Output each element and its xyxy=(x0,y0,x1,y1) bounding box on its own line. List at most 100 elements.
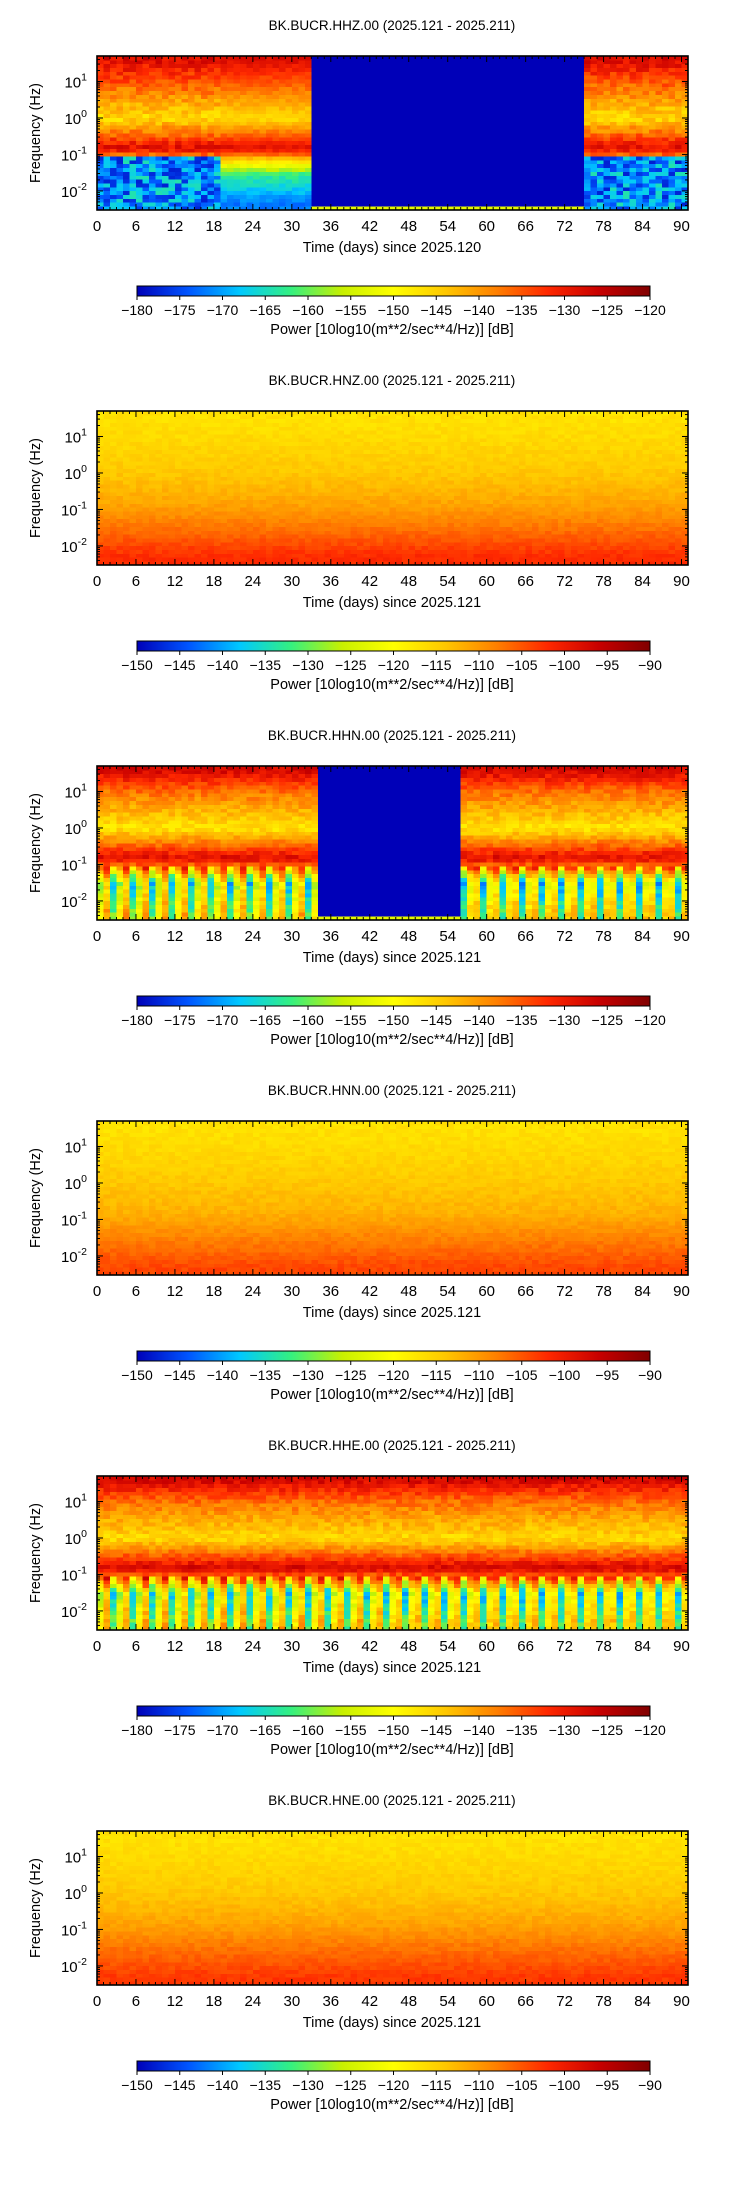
heatmap-cell xyxy=(343,136,351,142)
heatmap-cell xyxy=(181,63,189,68)
heatmap-cell xyxy=(441,67,449,72)
heatmap-cell xyxy=(135,545,143,550)
heatmap-cell xyxy=(395,190,403,195)
heatmap-cell xyxy=(441,144,449,149)
heatmap-cell xyxy=(122,59,130,65)
heatmap-cell xyxy=(558,152,565,157)
heatmap-cell xyxy=(532,75,540,80)
heatmap-cell xyxy=(649,156,656,161)
heatmap-cell xyxy=(551,171,559,176)
heatmap-cell xyxy=(610,82,617,88)
heatmap-cell xyxy=(629,167,637,172)
heatmap-cell xyxy=(610,156,617,161)
heatmap-cell xyxy=(252,503,260,508)
heatmap-cell xyxy=(642,206,650,211)
heatmap-cell xyxy=(187,503,195,508)
heatmap-cell xyxy=(441,113,449,118)
heatmap-cell xyxy=(311,167,319,172)
heatmap-cell xyxy=(506,159,514,165)
heatmap-cell xyxy=(402,94,410,99)
heatmap-cell xyxy=(311,171,319,176)
heatmap-cell xyxy=(161,186,169,192)
heatmap-cell xyxy=(558,179,565,184)
heatmap-cell xyxy=(376,59,384,65)
heatmap-cell xyxy=(155,152,163,157)
heatmap-cell xyxy=(649,144,656,149)
heatmap-cell xyxy=(330,75,338,80)
heatmap-cell xyxy=(454,102,462,107)
colorbar-tick-label: −130 xyxy=(549,302,581,318)
heatmap-cell xyxy=(116,190,124,195)
heatmap-cell xyxy=(460,63,468,68)
heatmap-cell xyxy=(538,106,546,111)
heatmap-cell xyxy=(512,163,520,169)
heatmap-cell xyxy=(174,90,182,95)
heatmap-cell xyxy=(122,202,130,207)
heatmap-cell xyxy=(324,159,332,165)
heatmap-cell xyxy=(499,133,507,138)
heatmap-cell xyxy=(590,148,598,153)
heatmap-cell xyxy=(246,63,254,68)
heatmap-cell xyxy=(109,56,117,61)
heatmap-cell xyxy=(460,117,468,122)
heatmap-cell xyxy=(408,75,416,80)
heatmap-cell xyxy=(597,98,604,103)
heatmap-cell xyxy=(161,86,169,92)
heatmap-cell xyxy=(109,163,117,169)
heatmap-cell xyxy=(200,499,208,504)
heatmap-cell xyxy=(278,71,286,76)
heatmap-cell xyxy=(428,156,436,161)
heatmap-cell xyxy=(161,480,169,485)
heatmap-cell xyxy=(324,133,332,138)
heatmap-cell xyxy=(441,63,449,68)
heatmap-cell xyxy=(226,136,234,142)
heatmap-cell xyxy=(213,538,221,543)
heatmap-cell xyxy=(662,67,669,72)
heatmap-cell xyxy=(207,129,215,134)
heatmap-cell xyxy=(200,484,208,489)
heatmap-cell xyxy=(655,94,663,99)
heatmap-cell xyxy=(668,190,676,195)
heatmap-cell xyxy=(135,541,143,547)
heatmap-cell xyxy=(538,117,546,122)
heatmap-cell xyxy=(103,125,111,130)
heatmap-cell xyxy=(220,549,228,554)
heatmap-cell xyxy=(200,171,208,176)
heatmap-cell xyxy=(116,206,124,211)
heatmap-cell xyxy=(356,109,364,115)
heatmap-cell xyxy=(662,156,669,161)
heatmap-cell xyxy=(532,71,540,76)
heatmap-cell xyxy=(330,90,338,95)
heatmap-cell xyxy=(129,59,137,65)
heatmap-cell xyxy=(103,553,111,558)
heatmap-cell xyxy=(642,152,650,157)
heatmap-cell xyxy=(220,56,228,61)
heatmap-cell xyxy=(376,90,384,95)
spectrogram-panel: BK.BUCR.HNZ.00 (2025.121 - 2025.211)0 6 12… xyxy=(28,373,690,693)
heatmap-cell xyxy=(109,67,117,72)
heatmap-cell xyxy=(460,90,468,95)
heatmap-cell xyxy=(129,90,137,95)
heatmap-cell xyxy=(200,121,208,126)
heatmap-cell xyxy=(213,464,221,470)
heatmap-cell xyxy=(122,56,130,61)
heatmap-cell xyxy=(434,136,442,142)
heatmap-cell xyxy=(662,117,669,122)
heatmap-cell xyxy=(311,117,319,122)
heatmap-cell xyxy=(129,190,137,195)
heatmap-cell xyxy=(662,152,669,157)
heatmap-cell xyxy=(97,56,104,61)
heatmap-cell xyxy=(610,63,617,68)
heatmap-cell xyxy=(285,190,293,195)
heatmap-cell xyxy=(135,561,143,566)
heatmap-cell xyxy=(220,194,228,199)
heatmap-cell xyxy=(447,71,455,76)
heatmap-cell xyxy=(499,198,507,203)
heatmap-cell xyxy=(545,198,553,203)
heatmap-cell xyxy=(233,94,241,99)
heatmap-cell xyxy=(434,202,442,207)
heatmap-cell xyxy=(623,186,630,192)
heatmap-cell xyxy=(577,125,585,130)
heatmap-cell xyxy=(590,163,598,169)
heatmap-cell xyxy=(252,472,260,477)
